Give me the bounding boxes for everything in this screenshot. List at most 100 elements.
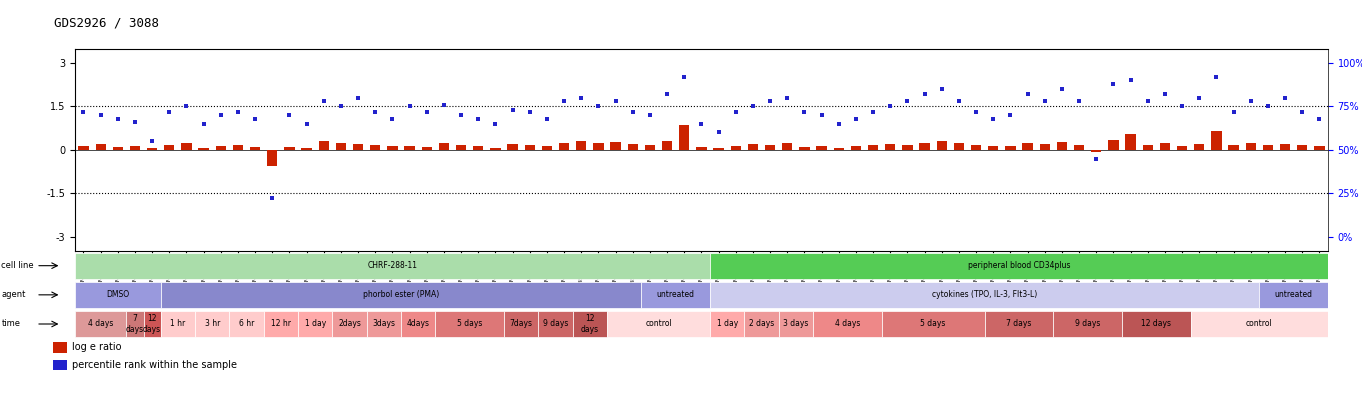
Text: log e ratio: log e ratio bbox=[72, 342, 121, 352]
Point bbox=[1291, 109, 1313, 115]
Point bbox=[142, 138, 163, 145]
FancyBboxPatch shape bbox=[710, 282, 1260, 308]
Bar bbox=[1280, 144, 1290, 150]
Bar bbox=[680, 125, 689, 150]
Text: peripheral blood CD34plus: peripheral blood CD34plus bbox=[968, 261, 1071, 270]
Point bbox=[1000, 112, 1022, 118]
FancyBboxPatch shape bbox=[1260, 282, 1328, 308]
Point bbox=[485, 121, 507, 127]
Bar bbox=[868, 145, 878, 150]
Text: 2days: 2days bbox=[338, 320, 361, 328]
Text: 5 days: 5 days bbox=[921, 320, 945, 328]
Point bbox=[1188, 94, 1209, 101]
Point bbox=[1068, 98, 1090, 104]
FancyBboxPatch shape bbox=[127, 311, 143, 337]
Point bbox=[347, 94, 369, 101]
Bar bbox=[799, 147, 809, 150]
Point bbox=[896, 98, 918, 104]
Point bbox=[1016, 91, 1038, 98]
Text: 5 days: 5 days bbox=[458, 320, 482, 328]
Bar bbox=[1159, 143, 1170, 150]
Point bbox=[313, 98, 335, 104]
Point bbox=[1309, 115, 1331, 122]
Bar bbox=[610, 142, 621, 150]
Bar bbox=[782, 143, 793, 150]
Bar bbox=[748, 144, 759, 150]
Bar bbox=[594, 143, 603, 150]
Bar bbox=[53, 360, 67, 370]
Bar bbox=[1023, 143, 1032, 150]
Point bbox=[415, 109, 437, 115]
Point bbox=[124, 119, 146, 125]
Bar bbox=[971, 145, 981, 150]
Point bbox=[605, 98, 627, 104]
Point bbox=[553, 98, 575, 104]
Bar bbox=[129, 146, 140, 150]
Bar bbox=[422, 147, 432, 150]
Point bbox=[381, 115, 403, 122]
FancyBboxPatch shape bbox=[366, 311, 400, 337]
Point bbox=[1239, 98, 1261, 104]
Bar bbox=[1073, 145, 1084, 150]
FancyBboxPatch shape bbox=[195, 311, 229, 337]
Point bbox=[571, 94, 592, 101]
Bar bbox=[953, 143, 964, 150]
Point bbox=[794, 109, 816, 115]
Point bbox=[1102, 81, 1124, 87]
Bar bbox=[1194, 144, 1204, 150]
Text: cell line: cell line bbox=[1, 261, 34, 270]
Bar bbox=[576, 141, 587, 150]
Bar bbox=[215, 146, 226, 150]
Bar bbox=[353, 144, 364, 150]
Text: 2 days: 2 days bbox=[749, 320, 774, 328]
Bar bbox=[765, 145, 775, 150]
Bar bbox=[1005, 145, 1016, 150]
Point bbox=[227, 109, 249, 115]
Point bbox=[708, 129, 730, 136]
Point bbox=[262, 195, 283, 202]
FancyBboxPatch shape bbox=[745, 311, 779, 337]
Point bbox=[193, 121, 215, 127]
Point bbox=[1273, 94, 1295, 101]
Point bbox=[966, 109, 987, 115]
Bar bbox=[439, 143, 449, 150]
Text: 4 days: 4 days bbox=[89, 320, 113, 328]
Bar bbox=[851, 146, 861, 150]
Bar bbox=[370, 145, 380, 150]
Bar bbox=[95, 144, 106, 150]
Bar bbox=[885, 144, 895, 150]
Bar bbox=[1177, 145, 1188, 150]
FancyBboxPatch shape bbox=[161, 282, 642, 308]
Bar bbox=[473, 146, 484, 150]
Text: cytokines (TPO, IL-3, Flt3-L): cytokines (TPO, IL-3, Flt3-L) bbox=[932, 290, 1038, 299]
Point bbox=[1120, 77, 1141, 84]
Bar bbox=[919, 143, 930, 150]
Point bbox=[399, 103, 421, 110]
Point bbox=[176, 103, 197, 110]
FancyBboxPatch shape bbox=[436, 311, 504, 337]
Bar bbox=[1125, 134, 1136, 150]
Point bbox=[1205, 74, 1227, 80]
FancyBboxPatch shape bbox=[75, 282, 161, 308]
FancyBboxPatch shape bbox=[607, 311, 710, 337]
Text: 9 days: 9 days bbox=[1075, 320, 1100, 328]
Point bbox=[691, 121, 712, 127]
Text: DMSO: DMSO bbox=[106, 290, 129, 299]
Point bbox=[433, 102, 455, 108]
Bar bbox=[1143, 145, 1152, 150]
Bar bbox=[1211, 131, 1222, 150]
Bar bbox=[387, 146, 398, 150]
Text: 1 day: 1 day bbox=[305, 320, 326, 328]
Bar bbox=[662, 141, 673, 150]
FancyBboxPatch shape bbox=[1053, 311, 1122, 337]
Point bbox=[519, 109, 541, 115]
FancyBboxPatch shape bbox=[332, 311, 366, 337]
Point bbox=[451, 112, 473, 118]
Text: 4 days: 4 days bbox=[835, 320, 859, 328]
Text: GDS2926 / 3088: GDS2926 / 3088 bbox=[54, 16, 159, 29]
Bar bbox=[524, 145, 535, 150]
Text: 7days: 7days bbox=[509, 320, 533, 328]
Bar bbox=[285, 147, 294, 150]
Point bbox=[587, 103, 609, 110]
Bar bbox=[319, 141, 330, 150]
